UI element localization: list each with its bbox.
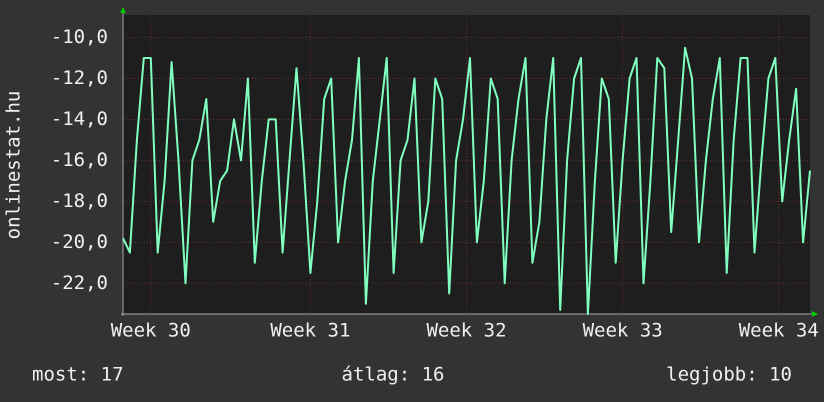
axis-arrow	[812, 311, 818, 317]
plot-area	[123, 15, 810, 314]
y-tick-label: -22,0	[51, 272, 108, 294]
x-tick-label: Week 31	[270, 320, 350, 342]
x-tick-label: Week 32	[426, 320, 506, 342]
x-tick-label: Week 30	[111, 320, 191, 342]
y-axis-label: onlinestat.hu	[3, 91, 25, 240]
y-tick-label: -18,0	[51, 190, 108, 212]
y-tick-label: -16,0	[51, 149, 108, 171]
x-tick-label: Week 34	[739, 320, 819, 342]
axis-arrow	[120, 7, 126, 13]
footer-stat: átlag: 16	[342, 364, 445, 386]
data-line	[122, 46, 811, 315]
x-tick-label: Week 33	[583, 320, 663, 342]
y-tick-label: -20,0	[51, 231, 108, 253]
y-tick-label: -10,0	[51, 26, 108, 48]
footer-stat: most: 17	[32, 364, 124, 386]
footer-stat: legjobb: 10	[666, 364, 792, 386]
y-tick-label: -14,0	[51, 108, 108, 130]
y-tick-label: -12,0	[51, 67, 108, 89]
